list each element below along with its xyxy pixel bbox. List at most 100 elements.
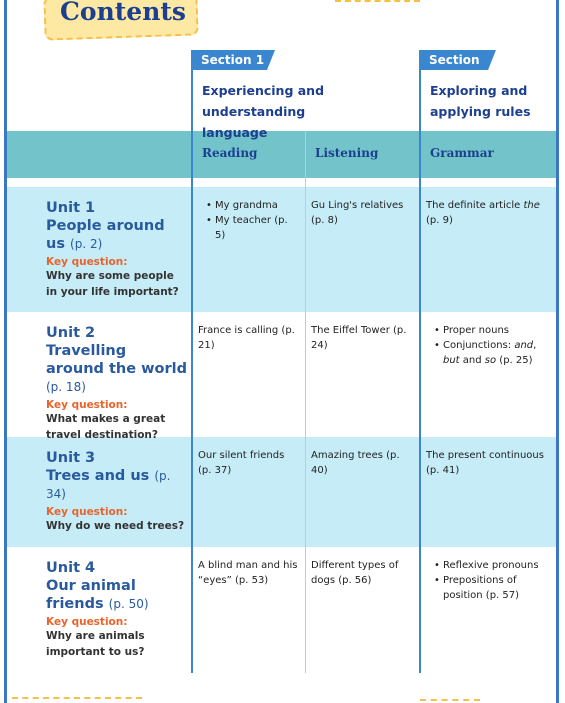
italic-text: so	[484, 355, 497, 366]
unit-name: Trees and us (p. 34)	[46, 467, 188, 503]
item: Proper nouns	[434, 323, 551, 338]
text: France is calling (p. 21)	[198, 325, 295, 351]
frame-border	[556, 0, 559, 703]
column-header: Reading	[202, 146, 258, 160]
item-list: My grandma My teacher (p. 5)	[206, 198, 299, 243]
listening-cell: The Eiffel Tower (p. 24)	[311, 323, 414, 353]
grammar-cell: Reflexive pronouns Prepositions of positi…	[434, 558, 551, 603]
text: Gu Ling's relatives (p. 8)	[311, 200, 404, 226]
key-question: Why are some people in your life importa…	[46, 270, 179, 298]
section-description: Experiencing and understanding language	[202, 83, 325, 140]
unit-title: Trees and us	[46, 468, 150, 484]
unit-title: People around us	[46, 218, 165, 252]
text: ,	[533, 340, 537, 351]
unit-number: Unit 3	[46, 450, 96, 466]
unit-title: Our animal friends	[46, 578, 136, 612]
unit-name: People around us (p. 2)	[46, 217, 188, 253]
column-header: Listening	[315, 146, 379, 160]
section-description: Exploring and applying rules	[430, 83, 531, 119]
text: (p. 9)	[426, 215, 453, 226]
unit-cell: Unit 4 Our animal friends (p. 50) Key ques…	[46, 559, 188, 660]
text: Different types of dogs (p. 56)	[311, 560, 399, 586]
item: My teacher (p. 5)	[206, 213, 299, 243]
item: France is calling (p. 21)	[198, 323, 299, 353]
text: (p. 25)	[496, 355, 533, 366]
listening-cell: Gu Ling's relatives (p. 8)	[311, 198, 414, 228]
text: Proper nouns	[443, 325, 509, 336]
item: Different types of dogs (p. 56)	[311, 558, 414, 588]
column-header: Grammar	[430, 146, 494, 160]
section-tab: Section 2	[420, 50, 496, 87]
unit-number: Unit 2	[46, 325, 96, 341]
key-question: Why are animals important to us?	[46, 630, 145, 658]
grammar-cell: Proper nouns Conjunctions: and, but and s…	[434, 323, 551, 368]
grammar-cell: The present continuous (p. 41)	[426, 448, 551, 478]
unit-page: (p. 2)	[70, 237, 103, 251]
text: Our silent friends (p. 37)	[198, 450, 285, 476]
item-list: Proper nouns Conjunctions: and, but and s…	[434, 323, 551, 368]
unit-cell: Unit 3 Trees and us (p. 34) Key question: W…	[46, 449, 188, 534]
text: The definite article	[426, 200, 524, 211]
reading-cell: Our silent friends (p. 37)	[198, 448, 299, 478]
text: My teacher (p. 5)	[215, 215, 288, 241]
column-divider	[419, 50, 421, 673]
text: My grandma	[215, 200, 278, 211]
item: Our silent friends (p. 37)	[198, 448, 299, 478]
key-label: Key question:	[46, 506, 128, 518]
reading-cell: A blind man and his “eyes” (p. 53)	[198, 558, 299, 588]
frame-border	[4, 0, 7, 703]
key-question: Why do we need trees?	[46, 520, 185, 532]
unit-page: (p. 18)	[46, 380, 86, 394]
key-label: Key question:	[46, 399, 128, 411]
unit-page: (p. 34)	[46, 469, 171, 501]
column-divider	[305, 131, 306, 673]
key-question: What makes a great travel destination?	[46, 413, 166, 441]
text: and	[459, 355, 485, 366]
item: Prepositions of position (p. 57)	[434, 573, 551, 603]
section-tab: Section 1	[192, 50, 275, 70]
decoration	[335, 0, 420, 2]
unit-name: Our animal friends (p. 50)	[46, 577, 188, 613]
italic-text: but	[443, 355, 460, 366]
item: Reflexive pronouns	[434, 558, 551, 573]
text: A blind man and his “eyes” (p. 53)	[198, 560, 298, 586]
decoration	[12, 697, 142, 699]
unit-cell: Unit 2 Travelling around the world (p. 18…	[46, 324, 188, 443]
header-band	[7, 131, 556, 178]
unit-cell: Unit 1 People around us (p. 2) Key questio…	[46, 199, 188, 300]
item: My grandma	[206, 198, 299, 213]
item-list: Reflexive pronouns Prepositions of positi…	[434, 558, 551, 603]
item: Gu Ling's relatives (p. 8)	[311, 198, 414, 228]
listening-cell: Different types of dogs (p. 56)	[311, 558, 414, 588]
column-divider	[191, 50, 193, 673]
text: Amazing trees (p. 40)	[311, 450, 400, 476]
key-label: Key question:	[46, 256, 128, 268]
italic-text: the	[523, 200, 540, 211]
text: The Eiffel Tower (p. 24)	[311, 325, 407, 351]
item: Conjunctions: and, but and so (p. 25)	[434, 338, 551, 368]
item: The Eiffel Tower (p. 24)	[311, 323, 414, 353]
item: A blind man and his “eyes” (p. 53)	[198, 558, 299, 588]
row-background	[7, 437, 556, 547]
text: Prepositions of position (p. 57)	[443, 575, 520, 601]
listening-cell: Amazing trees (p. 40)	[311, 448, 414, 478]
unit-number: Unit 1	[46, 200, 96, 216]
decoration	[420, 699, 480, 701]
italic-text: and	[514, 340, 534, 351]
reading-cell: My grandma My teacher (p. 5)	[206, 198, 299, 243]
unit-number: Unit 4	[46, 560, 96, 576]
item: Amazing trees (p. 40)	[311, 448, 414, 478]
text: Conjunctions:	[443, 340, 515, 351]
unit-name: Travelling around the world (p. 18)	[46, 342, 188, 396]
unit-title: Travelling around the world	[46, 343, 187, 377]
text: The present continuous (p. 41)	[426, 450, 544, 476]
item: The definite article the (p. 9)	[426, 198, 551, 228]
key-label: Key question:	[46, 616, 128, 628]
page-title: Contents	[60, 0, 187, 26]
item: The present continuous (p. 41)	[426, 448, 551, 478]
reading-cell: France is calling (p. 21)	[198, 323, 299, 353]
unit-page: (p. 50)	[108, 597, 149, 611]
grammar-cell: The definite article the (p. 9)	[426, 198, 551, 228]
text: Reflexive pronouns	[443, 560, 539, 571]
